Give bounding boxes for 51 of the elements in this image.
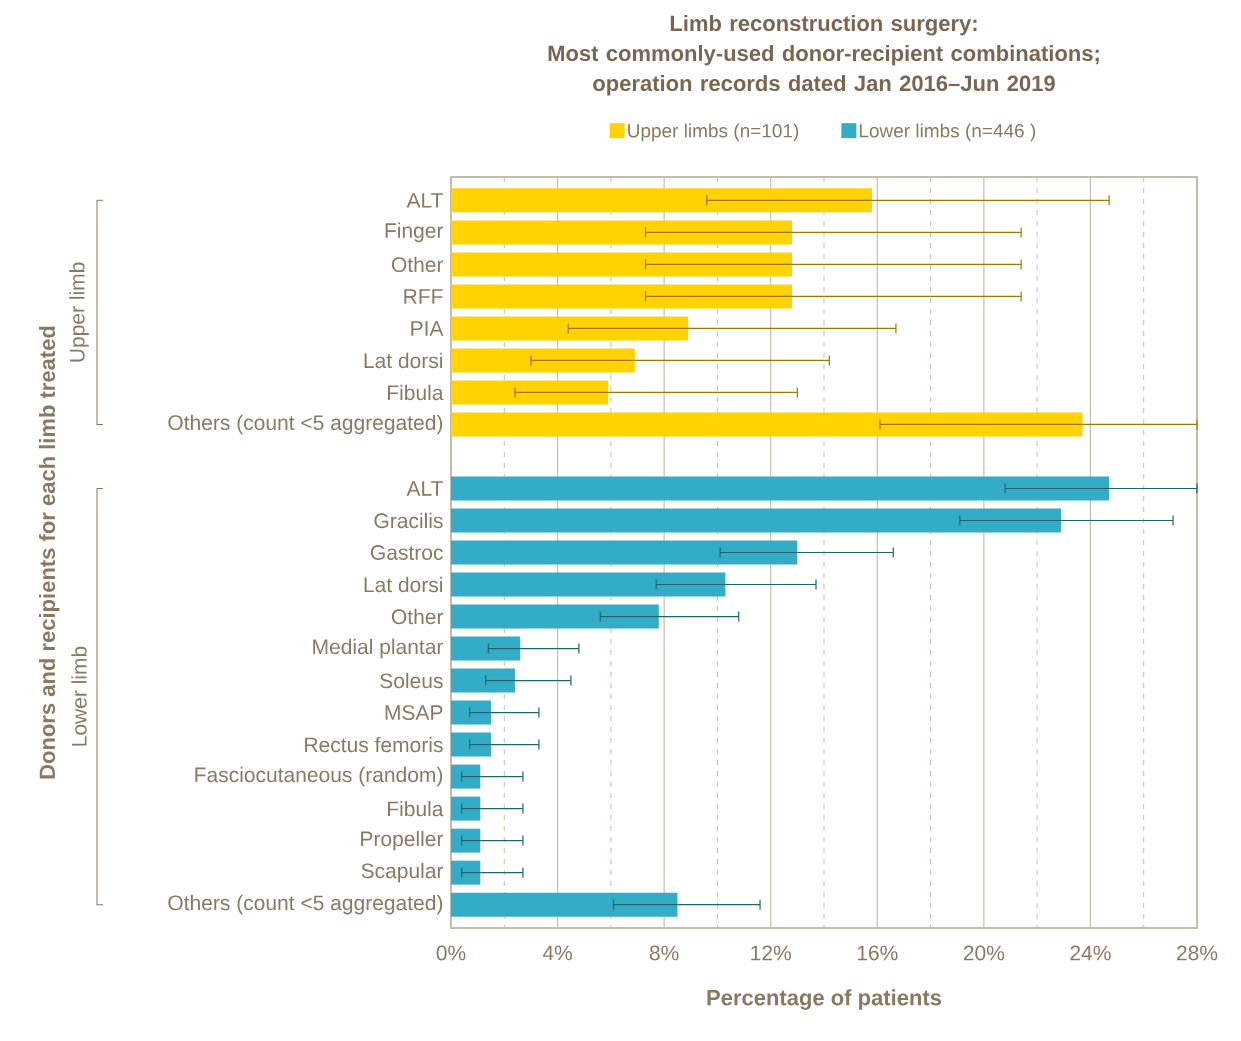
- y-tick-label: Lat dorsi: [364, 352, 443, 369]
- bar: [451, 668, 515, 693]
- y-tick-label: Rectus femoris: [305, 736, 443, 753]
- bar: [451, 412, 1083, 437]
- x-tick-label: 28%: [1177, 945, 1218, 961]
- y-axis-title: Donors and recipients for each limb treated: [38, 326, 60, 779]
- y-tick-label: Medial plantar: [313, 638, 444, 659]
- y-tick-label: Finger: [385, 222, 444, 243]
- bar: [451, 284, 793, 309]
- bar: [451, 220, 793, 245]
- y-tick-label: Fasciocutaneous (random): [195, 766, 443, 787]
- bar: [451, 508, 1062, 533]
- bar: [451, 604, 659, 629]
- bar: [451, 476, 1110, 501]
- x-tick-label: 0%: [436, 945, 466, 961]
- y-tick-label: Fibula: [387, 384, 444, 401]
- legend-label: Lower limbs (n=446 ): [859, 123, 1036, 142]
- bar: [451, 892, 678, 917]
- chart-subtitle: Most commonly-used donor-recipient combinations; operation records dated Jan 2016–Jun 2019: [548, 44, 1099, 96]
- y-tick-label: Propeller: [361, 830, 444, 851]
- legend-label: Upper limbs (n=101): [628, 123, 799, 142]
- y-tick-label: Others (count <5 aggregated): [168, 414, 443, 435]
- bar: [451, 252, 793, 277]
- y-tick-label: Scapular: [361, 862, 444, 883]
- y-tick-label: Lat dorsi: [364, 576, 443, 593]
- y-tick-label: ALT: [406, 481, 443, 496]
- x-tick-label: 24%: [1070, 945, 1111, 961]
- x-tick-label: 16%: [857, 945, 898, 961]
- chart-title: Limb reconstruction surgery:: [670, 14, 977, 36]
- y-tick-label: Gracilis: [374, 512, 443, 529]
- bar: [451, 636, 521, 661]
- y-tick-label: ALT: [406, 193, 443, 208]
- y-tick-label: Others (count <5 aggregated): [168, 894, 443, 915]
- bar: [451, 540, 798, 565]
- y-tick-label: Other: [391, 608, 444, 625]
- y-tick-label: Gastroc: [370, 545, 443, 560]
- x-tick-label: 20%: [963, 945, 1005, 961]
- x-tick-label: 4%: [542, 945, 572, 961]
- x-tick-label: 12%: [751, 945, 791, 961]
- y-tick-label: Soleus: [380, 672, 443, 689]
- y-tick-label: PIA: [411, 321, 444, 336]
- bar: [451, 188, 872, 213]
- y-tick-label: Fibula: [387, 800, 444, 817]
- y-tick-label: Other: [391, 256, 444, 273]
- text: Lower limb: [71, 646, 87, 746]
- x-axis-title: Percentage of patients: [707, 989, 942, 1010]
- y-tick-label: MSAP: [385, 705, 443, 720]
- bar: [451, 572, 726, 597]
- x-tick-label: 8%: [649, 945, 679, 961]
- text: Upper limb: [69, 262, 89, 362]
- y-tick-label: RFF: [404, 289, 443, 304]
